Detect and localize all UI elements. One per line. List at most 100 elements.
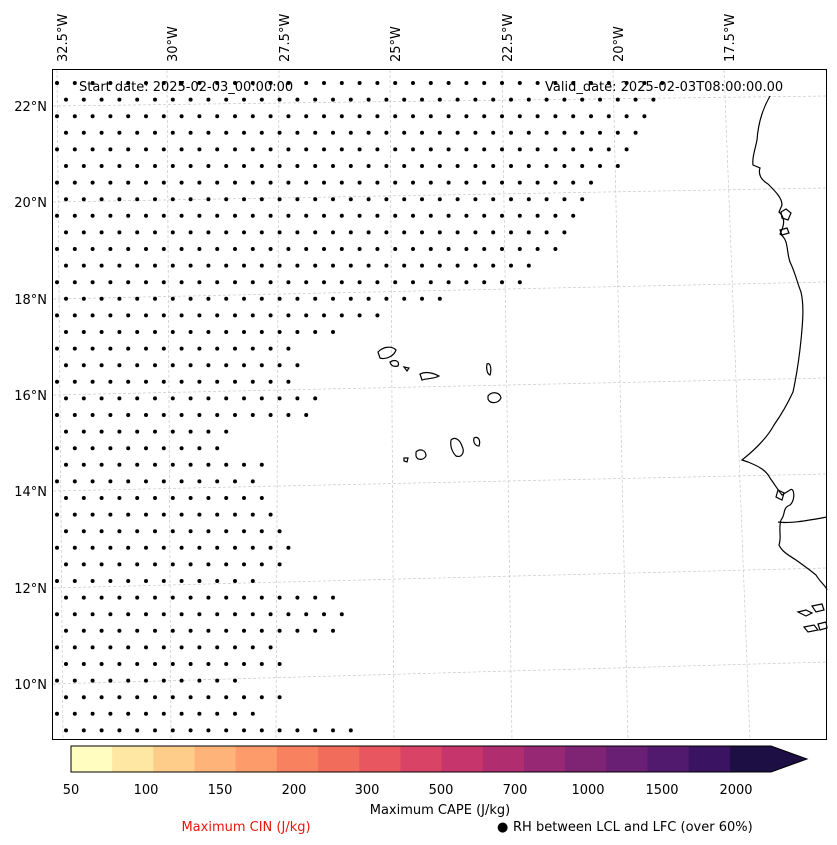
rh-dot bbox=[242, 662, 246, 666]
rh-dot bbox=[526, 97, 531, 102]
rh-dot bbox=[250, 645, 255, 650]
rh-dot bbox=[117, 164, 122, 168]
rh-dot bbox=[179, 579, 184, 583]
rh-dot bbox=[64, 728, 68, 733]
rh-dot bbox=[259, 296, 264, 301]
rh-dot bbox=[242, 263, 246, 268]
rh-dot bbox=[277, 197, 282, 202]
rh-dot bbox=[242, 363, 246, 368]
rh-dot bbox=[126, 313, 131, 318]
rh-dot bbox=[153, 130, 157, 135]
rh-dot bbox=[304, 180, 309, 185]
rh-dot bbox=[99, 562, 104, 567]
rh-dot bbox=[277, 130, 282, 135]
rh-dot bbox=[322, 280, 326, 285]
rh-dot bbox=[90, 579, 95, 583]
rh-dot bbox=[348, 230, 353, 235]
rh-dot bbox=[108, 446, 113, 451]
rh-dot bbox=[259, 130, 264, 135]
rh-dot bbox=[117, 197, 122, 202]
rh-dot bbox=[233, 678, 237, 683]
rh-dot bbox=[161, 645, 166, 650]
lon-label: 17.5°W bbox=[723, 14, 738, 62]
rh-dot bbox=[135, 363, 140, 368]
rh-dot bbox=[339, 247, 344, 251]
rh-dot bbox=[117, 330, 122, 334]
rh-dot bbox=[446, 180, 451, 185]
rh-dot bbox=[144, 114, 148, 119]
rh-dot bbox=[108, 346, 113, 351]
rh-dot bbox=[153, 164, 157, 168]
rh-dot bbox=[535, 114, 540, 119]
rh-dot bbox=[55, 213, 59, 218]
rh-dot bbox=[562, 130, 567, 135]
rh-dot bbox=[161, 612, 166, 617]
meridian-gridline bbox=[501, 69, 513, 741]
colorbar-tick: 700 bbox=[503, 783, 528, 798]
rh-dot bbox=[624, 114, 629, 119]
rh-dot bbox=[117, 130, 122, 135]
rh-dot bbox=[99, 662, 104, 666]
rh-dot bbox=[64, 330, 68, 334]
rh-dot bbox=[64, 496, 68, 500]
rh-dot bbox=[81, 296, 86, 301]
rh-dot bbox=[375, 280, 380, 285]
rh-dot bbox=[55, 114, 59, 119]
rh-dot bbox=[81, 197, 86, 202]
rh-dot bbox=[313, 230, 318, 235]
rh-dot bbox=[509, 130, 513, 135]
rh-dot bbox=[206, 396, 211, 401]
rh-dot bbox=[491, 230, 496, 235]
rh-dot bbox=[562, 197, 567, 202]
rh-dot bbox=[277, 662, 282, 666]
rh-dot bbox=[526, 164, 531, 168]
rh-dot bbox=[126, 81, 131, 85]
rh-dot bbox=[393, 247, 398, 251]
rh-dot bbox=[126, 678, 131, 683]
rh-dot bbox=[206, 595, 211, 600]
rh-dot bbox=[55, 678, 59, 683]
rh-dot bbox=[144, 479, 148, 484]
rh-dot bbox=[81, 662, 86, 666]
rh-dot bbox=[108, 379, 113, 384]
rh-dot bbox=[179, 81, 184, 85]
rh-dot bbox=[170, 728, 175, 733]
rh-dot bbox=[81, 496, 86, 500]
rh-dot bbox=[108, 612, 113, 617]
rh-dot bbox=[99, 363, 104, 368]
colorbar-segment bbox=[482, 746, 525, 772]
rh-dot bbox=[224, 529, 229, 534]
cape-verde-fogo bbox=[415, 449, 427, 460]
rh-dot bbox=[64, 462, 68, 467]
rh-dot bbox=[90, 711, 95, 716]
rh-dot bbox=[517, 114, 522, 119]
rh-dot bbox=[161, 247, 166, 251]
colorbar-tick: 2000 bbox=[719, 783, 752, 798]
lon-label: 27.5°W bbox=[278, 14, 293, 62]
colorbar-segment bbox=[359, 746, 401, 772]
rh-dot bbox=[215, 413, 220, 417]
rh-dot bbox=[197, 645, 202, 650]
rh-dot bbox=[64, 695, 68, 700]
lon-label: 32.5°W bbox=[56, 14, 71, 62]
rh-dot bbox=[215, 280, 220, 285]
rh-dot bbox=[393, 81, 398, 85]
rh-dot bbox=[233, 579, 237, 583]
rh-dot bbox=[161, 114, 166, 119]
rh-dot bbox=[170, 130, 175, 135]
rh-dot bbox=[81, 164, 86, 168]
rh-dot bbox=[215, 612, 220, 617]
rh-dot bbox=[464, 280, 469, 285]
rh-dot bbox=[615, 97, 620, 102]
lat-label: 18°N bbox=[14, 293, 47, 308]
rh-dot bbox=[642, 81, 647, 85]
rh-dot bbox=[99, 429, 104, 434]
rh-dot bbox=[304, 313, 309, 318]
colorbar-segment bbox=[112, 746, 154, 772]
rh-dot bbox=[72, 711, 77, 716]
rh-dot bbox=[411, 180, 415, 185]
rh-dot bbox=[500, 247, 504, 251]
rh-dot bbox=[295, 396, 300, 401]
rh-dot bbox=[606, 81, 611, 85]
rh-dot bbox=[313, 296, 318, 301]
